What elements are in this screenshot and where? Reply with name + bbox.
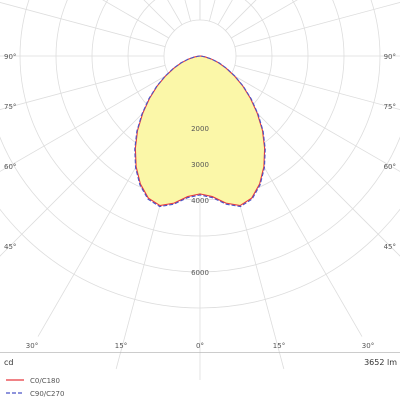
flux-label: 3652 lm [364,358,397,367]
grid-ray-m45 [0,81,175,257]
angle-label-bottom-right-15: 15° [273,342,285,350]
grid-ray-75 [234,64,400,111]
angle-label-bottom-left-15: 15° [115,342,127,350]
grid-ray-60 [230,73,400,172]
grid-ray-up-105 [234,1,400,48]
legend-label-c90-c270: C90/C270 [30,390,64,398]
radial-tick-labels: 2000 3000 4000 6000 [191,125,209,277]
angle-label-left-90: 90° [4,53,16,61]
grid-ray-m75 [0,64,166,111]
angle-label-left-60: 60° [4,163,16,171]
intensity-curves [134,55,266,208]
legend: C0/C180 C90/C270 [6,377,64,398]
angle-label-right-45: 45° [384,243,396,251]
grid-ray-45 [225,81,400,257]
grid-ray-up-120 [230,0,298,39]
grid-ray-m60 [0,73,170,172]
radial-tick-label-3000: 3000 [191,161,209,169]
grid-ray-up-m120 [102,0,170,39]
legend-label-c0-c180: C0/C180 [30,377,60,385]
angle-label-left-75: 75° [4,103,16,111]
angle-label-bottom-left-30: 30° [26,342,38,350]
unit-label: cd [4,358,13,367]
intensity-fill [135,56,265,206]
angle-label-right-75: 75° [384,103,396,111]
radial-tick-label-4000: 4000 [191,197,209,205]
angle-label-bottom-right-30: 30° [362,342,374,350]
angle-label-bottom-left-0: 0° [196,342,204,350]
angle-tick-labels: 90° 90° 75° 75° 60° 60° 45° 45° 30° 30° 15° 15° 0° [4,53,396,350]
angle-label-left-45: 45° [4,243,16,251]
angle-label-right-60: 60° [384,163,396,171]
radial-tick-label-6000: 6000 [191,269,209,277]
series-c90-c270-curve [134,55,266,208]
grid-ray-up-m105 [0,1,166,48]
radial-tick-label-2000: 2000 [191,125,209,133]
angle-label-right-90: 90° [384,53,396,61]
